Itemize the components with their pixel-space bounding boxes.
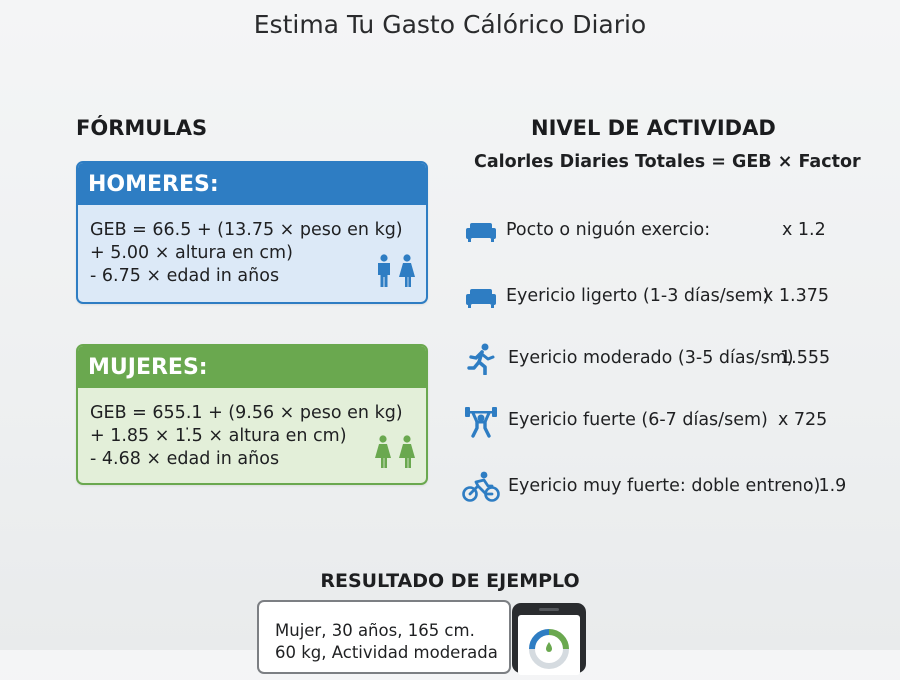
activity-level-row: Eyericio ligerto (1-3 días/sem) x 1.375	[462, 282, 829, 312]
men-card-title: HOMERES:	[78, 163, 426, 205]
people-icons	[374, 435, 416, 469]
men-formula-line: GEB = 66.5 + (13.75 × peso en kg)	[90, 220, 403, 240]
activity-label: Eyericio ligerto (1-3 días/sem)	[506, 286, 770, 306]
formulas-heading: FÓRMULAS	[76, 116, 208, 140]
women-formula-card: MUJERES: GEB = 655.1 + (9.56 × peso en k…	[76, 344, 428, 485]
sofa-icon	[462, 282, 500, 312]
activity-factor: x 1.375	[763, 286, 830, 306]
women-formula-line: + 1.85 × 1.̇5 × altura en cm)	[90, 426, 347, 446]
men-formula-line: - 6.75 × edad in años	[90, 266, 280, 286]
activity-factor: 1.555	[780, 348, 831, 368]
activity-level-row: Eyericio moderado (3-5 días/sm) 1.555	[462, 343, 830, 375]
woman-icon	[399, 254, 415, 287]
man-icon	[378, 254, 390, 287]
men-formula-body: GEB = 66.5 + (13.75 × peso en kg) + 5.00…	[78, 205, 426, 288]
woman-icon	[399, 435, 415, 468]
phone-speaker	[539, 608, 559, 611]
activity-level-row: Eyericio fuerte (6-7 días/sem) x 725	[462, 406, 827, 438]
women-formula-body: GEB = 655.1 + (9.56 × peso en kg) + 1.85…	[78, 388, 426, 471]
activity-level-row: Eyericio muy fuerte: doble entreno) : 1.…	[462, 471, 846, 502]
result-text: Mujer, 30 años, 165 cm. 60 kg, Actividad…	[275, 620, 498, 664]
phone-screen	[518, 615, 580, 675]
men-formula-line: + 5.00 × altura en cm)	[90, 243, 293, 263]
activity-label: Pocto o niguón exercio:	[506, 220, 711, 240]
activity-factor: x 1.2	[782, 220, 826, 240]
result-line: 60 kg, Actividad moderada	[275, 643, 498, 662]
activity-factor: : 1.9	[807, 476, 847, 496]
sofa-icon	[462, 216, 500, 246]
men-formula-card: HOMERES: GEB = 66.5 + (13.75 × peso en k…	[76, 161, 428, 304]
total-calories-equation: Calorles Diaries Totales = GEB × Factor	[474, 152, 861, 172]
subtitle: Estima Tu Gasto Cálórico Diario	[253, 10, 647, 39]
phone-icon	[512, 603, 586, 675]
activity-heading: NIVEL DE ACTIVIDAD	[531, 116, 776, 140]
woman-icon	[375, 435, 391, 468]
women-formula-line: - 4.68 × edad in años	[90, 449, 280, 469]
women-formula-line: GEB = 655.1 + (9.56 × peso en kg)	[90, 403, 403, 423]
people-icons	[376, 254, 416, 288]
activity-label: Eyericio muy fuerte: doble entreno)	[508, 476, 821, 496]
weightlifter-icon	[462, 406, 500, 438]
result-line: Mujer, 30 años, 165 cm.	[275, 621, 475, 640]
activity-factor: x 725	[778, 410, 828, 430]
result-box: Mujer, 30 años, 165 cm. 60 kg, Actividad…	[257, 600, 511, 674]
runner-icon	[462, 343, 500, 375]
cyclist-icon	[462, 471, 500, 502]
women-card-title: MUJERES:	[78, 346, 426, 388]
gauge-icon	[529, 629, 569, 669]
result-heading: RESULTADO DE EJEMPLO	[320, 570, 580, 592]
activity-label: Eyericio fuerte (6-7 días/sem)	[508, 410, 768, 430]
activity-label: Eyericio moderado (3-5 días/sm)	[508, 348, 794, 368]
activity-level-row: Pocto o niguón exercio: x 1.2	[462, 216, 826, 246]
